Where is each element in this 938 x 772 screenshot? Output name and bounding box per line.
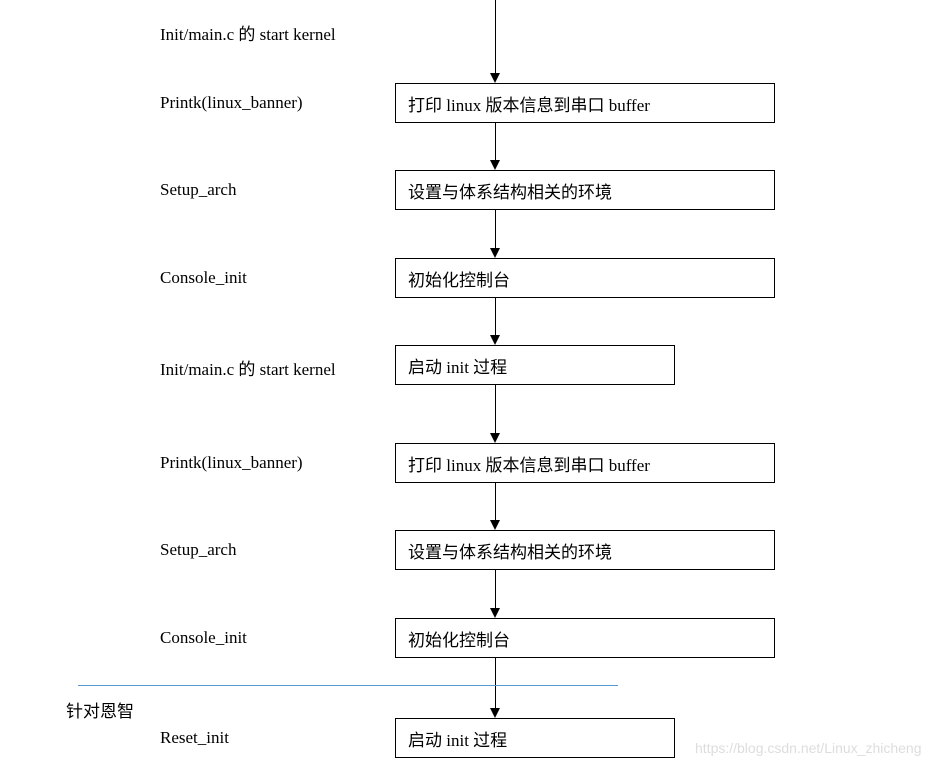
side-label: 针对恩智 [66, 697, 134, 722]
step-box-8: 启动 init 过程 [395, 718, 675, 758]
arrow-line-3 [495, 298, 496, 337]
watermark-text: https://blog.csdn.net/Linux_zhicheng [695, 740, 922, 756]
divider-line [78, 685, 618, 686]
arrow-head-0 [490, 73, 500, 83]
step-box-4: 启动 init 过程 [395, 345, 675, 385]
step-box-2: 设置与体系结构相关的环境 [395, 170, 775, 210]
step-label-1: Printk(linux_banner) [160, 93, 303, 113]
step-label-5: Printk(linux_banner) [160, 453, 303, 473]
arrow-head-2 [490, 248, 500, 258]
arrow-head-4 [490, 433, 500, 443]
step-label-7: Console_init [160, 628, 247, 648]
arrow-head-6 [490, 608, 500, 618]
arrow-line-0 [495, 0, 496, 75]
arrow-head-3 [490, 335, 500, 345]
step-box-7: 初始化控制台 [395, 618, 775, 658]
step-label-8: Reset_init [160, 728, 229, 748]
step-label-4: Init/main.c 的 start kernel [160, 355, 336, 380]
arrow-head-5 [490, 520, 500, 530]
arrow-line-6 [495, 570, 496, 610]
arrow-head-1 [490, 160, 500, 170]
arrow-line-2 [495, 210, 496, 250]
step-label-0: Init/main.c 的 start kernel [160, 20, 336, 45]
step-label-3: Console_init [160, 268, 247, 288]
step-box-6: 设置与体系结构相关的环境 [395, 530, 775, 570]
step-box-1: 打印 linux 版本信息到串口 buffer [395, 83, 775, 123]
step-label-2: Setup_arch [160, 180, 236, 200]
arrow-line-7 [495, 658, 496, 710]
step-box-3: 初始化控制台 [395, 258, 775, 298]
arrow-line-1 [495, 123, 496, 162]
step-label-6: Setup_arch [160, 540, 236, 560]
arrow-head-7 [490, 708, 500, 718]
step-box-5: 打印 linux 版本信息到串口 buffer [395, 443, 775, 483]
arrow-line-5 [495, 483, 496, 522]
arrow-line-4 [495, 385, 496, 435]
